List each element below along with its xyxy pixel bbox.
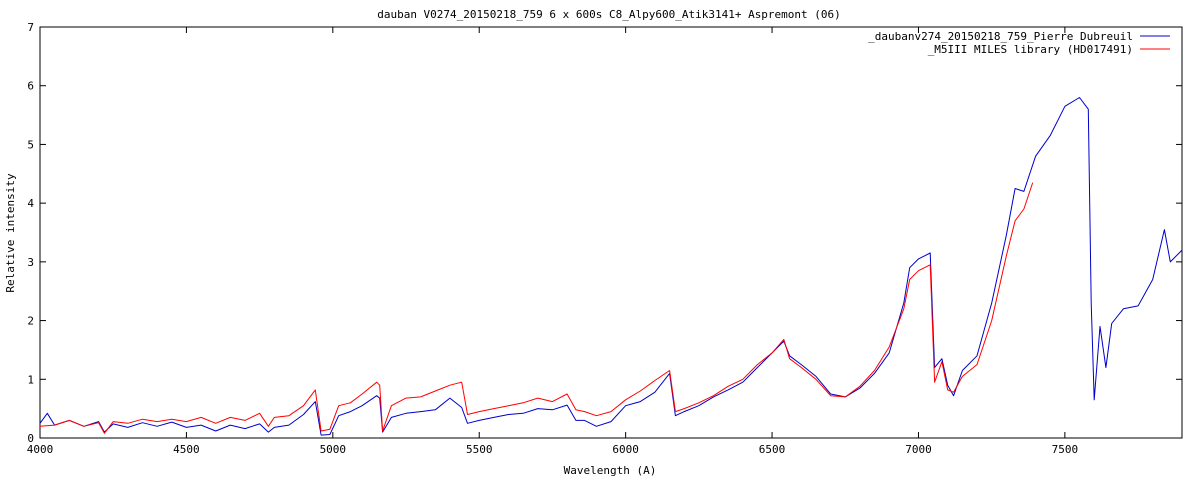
y-axis-label: Relative intensity [4, 173, 17, 293]
x-axis: 4000 4500 5000 5500 6000 6500 7000 7500 [27, 27, 1078, 456]
plot-frame [39, 26, 1183, 439]
x-axis-label: Wavelength (A) [564, 464, 657, 477]
y-tick-label: 0 [27, 432, 34, 445]
series-line-1 [39, 97, 1183, 436]
series-group [39, 97, 1183, 436]
x-tick-label: 7000 [905, 443, 932, 456]
y-tick-label: 4 [27, 197, 34, 210]
x-tick-label: 4500 [173, 443, 200, 456]
y-tick-label: 1 [27, 373, 34, 386]
y-tick-label: 6 [27, 80, 34, 93]
chart-title: dauban V0274_20150218_759 6 x 600s C8_Al… [377, 8, 841, 21]
x-tick-label: 6500 [759, 443, 786, 456]
series-line-2 [39, 182, 1034, 434]
y-tick-label: 7 [27, 21, 34, 34]
x-tick-label: 6000 [612, 443, 639, 456]
y-tick-label: 5 [27, 138, 34, 151]
x-tick-label: 5500 [466, 443, 493, 456]
y-tick-label: 2 [27, 315, 34, 328]
x-tick-label: 7500 [1052, 443, 1079, 456]
plot-area [39, 26, 1183, 439]
legend-label: _daubanv274_20150218_759_Pierre Dubreuil [868, 30, 1133, 43]
y-tick-label: 3 [27, 256, 34, 269]
legend-label: _M5III MILES library (HD017491) [928, 43, 1133, 56]
y-axis: 0 1 2 3 4 5 6 7 [27, 21, 1182, 445]
x-tick-label: 4000 [27, 443, 54, 456]
legend: _daubanv274_20150218_759_Pierre Dubreuil… [868, 30, 1170, 56]
x-tick-label: 5000 [320, 443, 347, 456]
